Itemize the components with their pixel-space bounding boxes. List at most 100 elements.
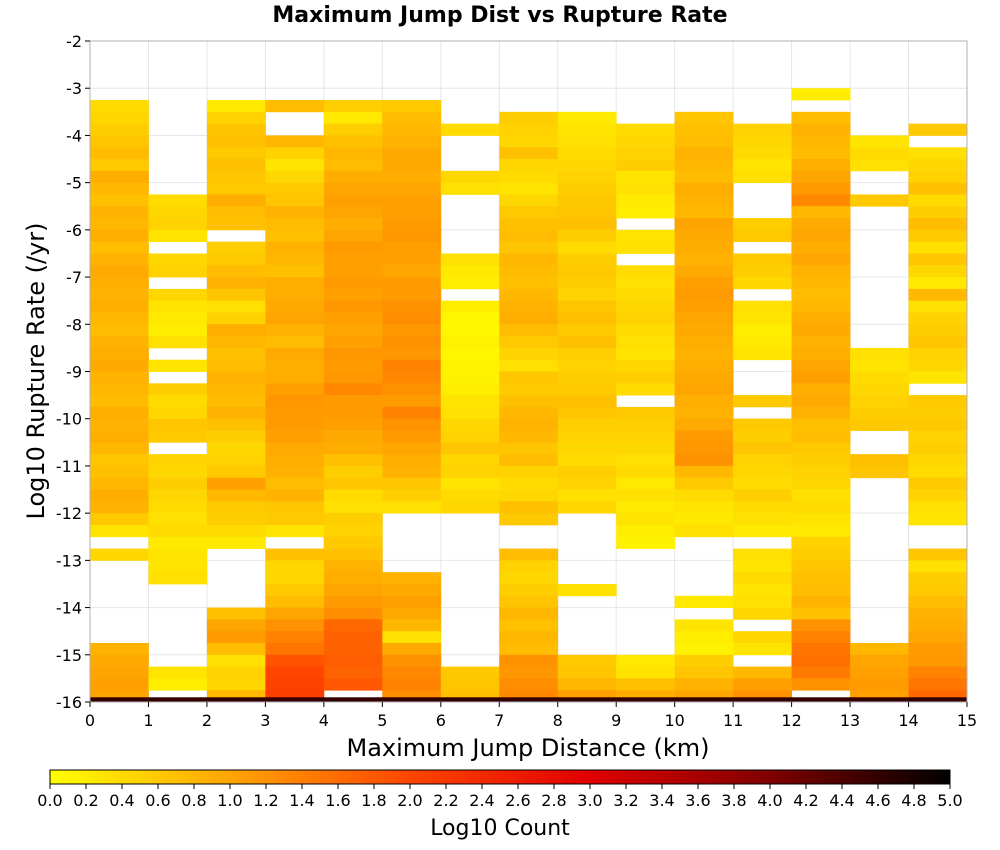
colorbar-tick-label: 5.0 — [937, 791, 962, 810]
heatmap-cell — [148, 477, 208, 490]
heatmap-cell — [791, 159, 851, 172]
heatmap-cell — [850, 347, 909, 361]
heatmap-cell — [674, 182, 734, 195]
heatmap-cell — [323, 477, 383, 490]
heatmap-cell — [733, 513, 792, 526]
heatmap-cell — [908, 465, 968, 479]
heatmap-cell — [499, 194, 559, 207]
y-tick-label: -3 — [66, 79, 82, 98]
heatmap-cell — [908, 182, 968, 195]
heatmap-cell — [674, 418, 734, 431]
heatmap-cell — [616, 524, 676, 538]
heatmap-cell — [206, 359, 266, 372]
heatmap-cell — [908, 477, 968, 490]
heatmap-cell — [382, 147, 442, 160]
heatmap-cell — [908, 288, 968, 302]
heatmap-cell — [90, 300, 149, 313]
heatmap-cell — [674, 288, 734, 302]
heatmap-cell — [557, 218, 617, 231]
heatmap-cell — [557, 111, 617, 125]
heatmap-cell — [265, 182, 325, 195]
heatmap-cell — [90, 359, 149, 372]
heatmap-cell — [850, 371, 909, 384]
heatmap-cell — [557, 442, 617, 455]
heatmap-cell — [148, 383, 208, 396]
heatmap-cell — [733, 442, 792, 455]
heatmap-cell — [90, 430, 149, 443]
heatmap-cell — [382, 442, 442, 455]
heatmap-cell — [908, 654, 968, 667]
heatmap-cell — [148, 678, 208, 691]
heatmap-cell — [908, 406, 968, 420]
heatmap-cell — [733, 477, 792, 490]
heatmap-cell — [557, 324, 617, 337]
heatmap-cell — [674, 312, 734, 325]
heatmap-cell — [265, 253, 325, 266]
heatmap-cell — [148, 253, 208, 266]
heatmap-cell — [148, 513, 208, 526]
heatmap-cell — [908, 583, 968, 597]
heatmap-cell — [908, 595, 968, 608]
heatmap-cell — [616, 135, 676, 148]
heatmap-cell — [674, 666, 734, 679]
heatmap-cell — [90, 241, 149, 254]
heatmap-cell — [674, 159, 734, 172]
heatmap-cell — [733, 347, 792, 361]
heatmap-cell — [791, 595, 851, 608]
x-tick-label: 15 — [957, 711, 977, 730]
heatmap-cell — [148, 229, 208, 243]
heatmap-cell — [382, 229, 442, 243]
heatmap-cell — [733, 229, 792, 243]
heatmap-cell — [382, 418, 442, 431]
heatmap-cell — [908, 548, 968, 561]
colorbar-tick-label: 2.8 — [541, 791, 566, 810]
heatmap-cell — [791, 678, 851, 691]
heatmap-cell — [674, 477, 734, 490]
heatmap-cell — [908, 430, 968, 443]
heatmap-cell — [382, 642, 442, 656]
heatmap-cell — [791, 406, 851, 420]
x-tick-label: 7 — [494, 711, 504, 730]
heatmap-cell — [148, 454, 208, 467]
heatmap-cell — [733, 430, 792, 443]
heatmap-cell — [382, 170, 442, 184]
heatmap-cell — [791, 218, 851, 231]
heatmap-cell — [850, 194, 909, 207]
heatmap-cell — [382, 406, 442, 420]
heatmap-cell — [733, 489, 792, 502]
heatmap-cell — [265, 430, 325, 443]
heatmap-cell — [265, 300, 325, 313]
heatmap-cell — [323, 548, 383, 561]
heatmap-cell — [674, 501, 734, 514]
heatmap-cell — [850, 678, 909, 691]
heatmap-cell — [206, 430, 266, 443]
heatmap-cell — [791, 194, 851, 207]
heatmap-cell — [557, 288, 617, 302]
heatmap-cell — [265, 406, 325, 420]
heatmap-cell — [616, 159, 676, 172]
x-axis-label: Maximum Jump Distance (km) — [347, 734, 710, 762]
heatmap-cell — [499, 123, 559, 136]
heatmap-cell — [674, 147, 734, 160]
heatmap-cell — [382, 383, 442, 396]
heatmap-cell — [148, 324, 208, 337]
heatmap-cell — [440, 123, 500, 136]
heatmap-cell — [90, 206, 149, 219]
heatmap-cell — [90, 371, 149, 384]
heatmap-cell — [323, 359, 383, 372]
heatmap-cell — [908, 312, 968, 325]
heatmap-cell — [908, 572, 968, 585]
heatmap-cell — [908, 442, 968, 455]
heatmap-cell — [440, 477, 500, 490]
heatmap-cell — [440, 300, 500, 313]
x-tick-label: 10 — [664, 711, 684, 730]
heatmap-cell — [148, 312, 208, 325]
heatmap-cell — [908, 513, 968, 526]
heatmap-cell — [323, 383, 383, 396]
heatmap-cell — [616, 430, 676, 443]
heatmap-cell — [674, 513, 734, 526]
heatmap-cell — [616, 666, 676, 679]
heatmap-cell — [382, 395, 442, 408]
heatmap-cell — [323, 406, 383, 420]
heatmap-cell — [90, 111, 149, 125]
